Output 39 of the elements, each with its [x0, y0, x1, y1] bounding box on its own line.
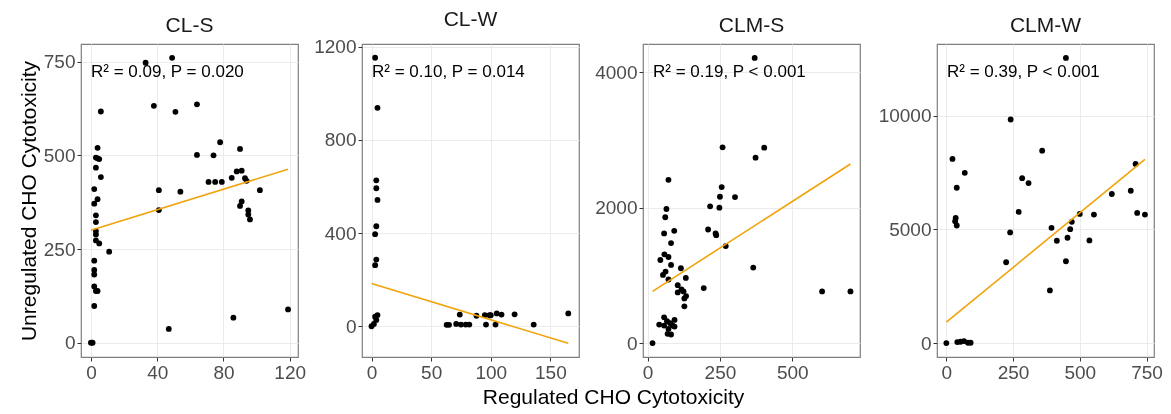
y-tick-label: 800 — [324, 129, 357, 151]
x-tick-label: 150 — [535, 361, 567, 383]
y-tick-label: 250 — [43, 238, 76, 260]
x-tick-label: 750 — [1131, 361, 1163, 383]
x-tick-label: 250 — [997, 361, 1030, 383]
y-axis-title: Unregulated CHO Cytotoxicity — [16, 60, 40, 342]
y-tick-label: 0 — [345, 315, 357, 337]
y-tick-label: 1200 — [314, 36, 357, 58]
x-tick-label: 0 — [941, 361, 953, 383]
y-tick-label: 0 — [626, 332, 638, 354]
x-tick-label: 0 — [366, 361, 378, 383]
x-tick-label: 80 — [213, 361, 235, 383]
chart-title: CL-W — [443, 6, 498, 30]
annotation: R² = 0.10, P = 0.014 — [372, 62, 525, 81]
y-tick-label: 10000 — [878, 105, 932, 127]
x-tick-label: 250 — [704, 361, 737, 383]
x-tick-label: 50 — [421, 361, 443, 383]
x-tick-label: 100 — [475, 361, 508, 383]
y-tick-label: 500 — [43, 144, 76, 166]
annotation: R² = 0.39, P < 0.001 — [947, 62, 1100, 81]
y-tick-label: 750 — [43, 51, 76, 73]
y-tick-label: 0 — [920, 332, 932, 354]
annotation: R² = 0.09, P = 0.020 — [91, 62, 244, 81]
y-tick-label: 2000 — [595, 197, 638, 219]
annotation: R² = 0.19, P < 0.001 — [653, 62, 806, 81]
x-axis-title: Regulated CHO Cytotoxicity — [482, 384, 745, 408]
x-tick-label: 0 — [642, 361, 654, 383]
y-tick-label: 4000 — [595, 61, 638, 83]
y-tick-label: 5000 — [889, 218, 932, 240]
chart-title: CLM-S — [718, 13, 785, 36]
x-tick-label: 500 — [776, 361, 809, 383]
x-tick-label: 0 — [86, 361, 97, 383]
chart-title: CLM-W — [1009, 13, 1082, 36]
x-tick-label: 40 — [147, 361, 169, 383]
chart-title: CL-S — [165, 13, 214, 36]
x-tick-label: 500 — [1064, 361, 1097, 383]
y-tick-label: 400 — [324, 222, 357, 244]
y-tick-label: 0 — [64, 332, 76, 354]
x-tick-label: 120 — [274, 361, 307, 383]
